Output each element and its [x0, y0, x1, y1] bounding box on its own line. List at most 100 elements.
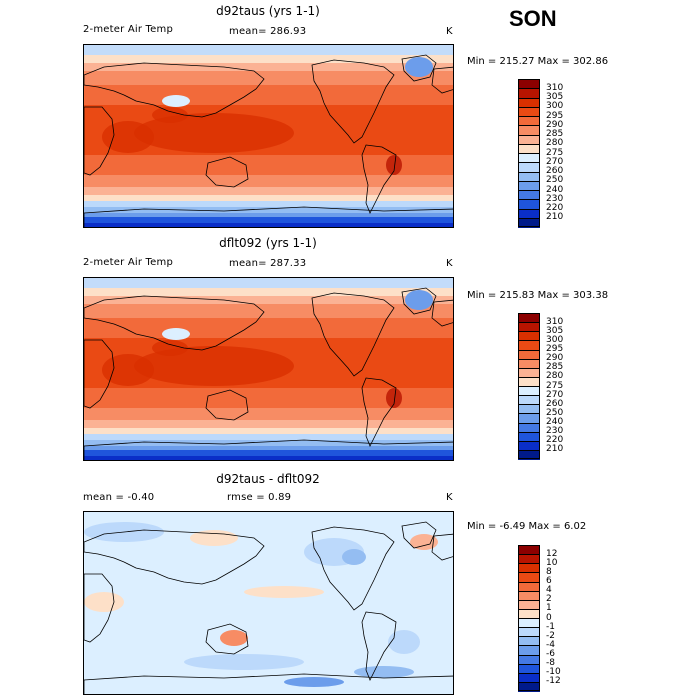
colorbar-tick-label: 290: [546, 119, 564, 130]
colorbar-segment: [518, 636, 540, 647]
colorbar-tick-label: 6: [546, 576, 552, 586]
difference-region: [244, 586, 324, 598]
colorbar-tick-label: -1: [546, 621, 555, 632]
colorbar-tick-label: 275: [546, 380, 564, 391]
difference-region: [284, 677, 344, 687]
temperature-band: [84, 155, 453, 176]
panel1-colorbar: [518, 79, 540, 228]
colorbar-segment: [518, 97, 540, 108]
panel1-units: K: [446, 26, 453, 37]
colorbar-segment: [518, 386, 540, 397]
colorbar-frame: [518, 313, 540, 459]
colorbar-tick-label: 240: [546, 417, 564, 427]
panel2-variable: 2-meter Air Temp: [83, 257, 173, 268]
colorbar-tick-label: 285: [546, 362, 564, 373]
temperature-band: [84, 296, 453, 305]
colorbar-segment: [518, 545, 540, 556]
warm-region: [152, 107, 188, 123]
colorbar-segment: [518, 431, 540, 442]
temperature-band: [84, 428, 453, 435]
coastline: [84, 529, 265, 585]
coastline: [84, 206, 453, 227]
colorbar-tick-label: -4: [546, 639, 555, 650]
panel1-minmax: Min = 215.27 Max = 302.86: [467, 56, 609, 67]
coastline: [401, 287, 437, 315]
colorbar-segment: [518, 618, 540, 629]
warm-region: [134, 113, 294, 153]
temperature-band: [84, 288, 453, 297]
coastline: [84, 106, 115, 176]
colorbar-segment: [518, 663, 540, 674]
temperature-band: [84, 440, 453, 447]
temperature-band: [84, 450, 453, 457]
difference-region: [354, 666, 414, 678]
colorbar-tick-label: 290: [546, 353, 564, 364]
colorbar-segment: [518, 153, 540, 164]
colorbar-segment: [518, 106, 540, 117]
coastline: [431, 66, 453, 94]
colorbar-segment: [518, 313, 540, 324]
coastline: [205, 156, 249, 188]
colorbar-tick-label: 230: [546, 426, 564, 437]
coastline: [311, 292, 395, 377]
colorbar-tick-label: 250: [546, 407, 564, 418]
colorbar-tick-label: 305: [546, 325, 564, 336]
coastline: [84, 573, 115, 643]
colorbar-tick-label: 210: [546, 444, 564, 455]
temperature-band: [84, 187, 453, 196]
colorbar-tick-label: 280: [546, 371, 564, 382]
panel3-title: d92taus - dflt092: [216, 472, 320, 486]
colorbar-tick-label: 295: [546, 344, 564, 354]
colorbar-segment: [518, 413, 540, 424]
temperature-band: [84, 223, 453, 227]
temperature-band: [84, 434, 453, 441]
temperature-band: [84, 63, 453, 72]
colorbar-tick-label: -10: [546, 667, 561, 678]
colorbar-tick-label: 240: [546, 184, 564, 195]
temperature-band: [84, 420, 453, 429]
colorbar-tick-label: 12: [546, 548, 558, 559]
cold-region: [162, 328, 190, 340]
colorbar-segment: [518, 125, 540, 136]
warm-region: [386, 155, 402, 175]
colorbar-segment: [518, 681, 540, 692]
colorbar-tick-label: 4: [546, 585, 552, 596]
panel1-mean: mean= 286.93: [229, 26, 307, 37]
colorbar-tick-label: 230: [546, 193, 564, 204]
panel3-units: K: [446, 492, 453, 503]
colorbar-segment: [518, 599, 540, 610]
colorbar-tick-label: 270: [546, 156, 564, 167]
colorbar-tick-label: 250: [546, 175, 564, 186]
colorbar-segment: [518, 672, 540, 683]
difference-region: [342, 549, 366, 565]
temperature-band: [84, 195, 453, 202]
coastline: [205, 389, 249, 421]
warm-region: [102, 121, 154, 153]
map-graphic: [84, 512, 453, 694]
colorbar-segment: [518, 376, 540, 387]
colorbar-segment: [518, 208, 540, 219]
temperature-band: [84, 217, 453, 224]
colorbar-segment: [518, 199, 540, 210]
colorbar-segment: [518, 563, 540, 574]
coastline: [401, 521, 437, 549]
warm-region: [152, 340, 188, 356]
colorbar-segment: [518, 162, 540, 173]
coastline: [311, 59, 395, 144]
panel1-variable: 2-meter Air Temp: [83, 24, 173, 35]
colorbar-tick-label: 2: [546, 594, 552, 605]
difference-region: [184, 654, 304, 670]
colorbar-segment: [518, 322, 540, 333]
coastline: [361, 377, 397, 447]
panel2-colorbar: [518, 313, 540, 460]
colorbar-segment: [518, 440, 540, 451]
colorbar-segment: [518, 88, 540, 99]
colorbar-tick-label: 310: [546, 82, 564, 93]
colorbar-tick-label: 260: [546, 166, 564, 176]
colorbar-segment: [518, 581, 540, 592]
panel3-map: [83, 511, 454, 695]
colorbar-tick-label: 285: [546, 129, 564, 139]
panel2-title: dflt092 (yrs 1-1): [219, 236, 317, 250]
colorbar-tick-label: -6: [546, 649, 555, 659]
temperature-band: [84, 318, 453, 339]
